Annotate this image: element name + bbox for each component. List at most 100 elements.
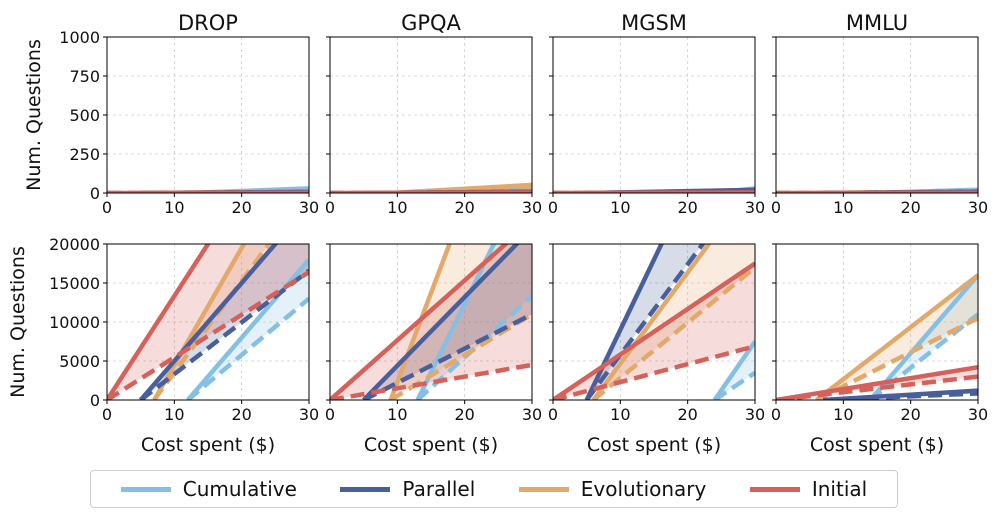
panel-drop: 0 10 20 30 0 250 500 750 1000 DROP: [59, 11, 319, 217]
line-solid-evolutionary: [815, 273, 978, 400]
line-dashed-cumulative: [713, 370, 755, 400]
legend-label-evolutionary: Evolutionary: [580, 477, 707, 501]
y-tick-label: 10000: [49, 313, 100, 332]
x-tick-label: 20: [900, 405, 920, 424]
legend-label-parallel: Parallel: [402, 477, 476, 501]
line-solid-cumulative: [415, 244, 497, 400]
line-solid-evolutionary: [591, 244, 712, 400]
x-tick-label: 20: [231, 405, 251, 424]
line-dashed-parallel: [362, 312, 532, 400]
x-tick-label: 0: [102, 198, 112, 217]
legend-label-cumulative: Cumulative: [182, 477, 297, 501]
line-dashed-cumulative: [186, 296, 309, 400]
line-dashed-parallel: [139, 268, 309, 400]
line-dashed-initial: [107, 270, 309, 400]
plot-area: [553, 186, 755, 193]
x-tick-label: 10: [610, 198, 630, 217]
x-axis-label: Cost spent ($): [141, 434, 275, 456]
line-dashed-parallel: [584, 244, 706, 400]
line-solid-initial: [330, 244, 510, 400]
x-tick-label: 0: [771, 405, 781, 424]
x-tick-label: 0: [771, 198, 781, 217]
y-tick-label: 0: [90, 391, 100, 410]
panel-gpqa: 0 10 20 30 GPQA: [325, 11, 542, 217]
x-tick-label: 30: [968, 198, 988, 217]
x-tick-label: 10: [164, 405, 184, 424]
panel-title: GPQA: [401, 11, 461, 35]
line-dashed-initial: [553, 344, 755, 400]
line-solid-parallel: [138, 244, 279, 400]
x-tick-label: 0: [102, 405, 112, 424]
legend-item-cumulative: Cumulative: [120, 477, 297, 501]
y-tick-label: 500: [69, 106, 100, 125]
line-solid-parallel: [362, 244, 520, 400]
y-tick-label: 750: [69, 67, 100, 86]
x-tick-label: 20: [900, 198, 920, 217]
x-tick-label: 30: [522, 405, 542, 424]
line-dashed-evolutionary: [815, 316, 978, 400]
x-tick-label: 30: [522, 198, 542, 217]
plot-area: [330, 244, 532, 400]
band-evolutionary: [390, 244, 532, 400]
legend-item-parallel: Parallel: [340, 477, 475, 501]
x-tick-label: 20: [454, 405, 474, 424]
line-dashed-initial: [330, 362, 532, 400]
x-tick-label: 20: [231, 198, 251, 217]
line-solid-cumulative: [712, 340, 755, 400]
legend-label-initial: Initial: [811, 477, 868, 501]
line-dashed-initial: [776, 374, 978, 400]
y-axis-label-top: Num. Questions: [23, 39, 45, 191]
line-solid-evolutionary: [388, 244, 452, 400]
line-solid-initial: [553, 261, 755, 400]
y-tick-label: 250: [69, 145, 100, 164]
plot-area: [107, 186, 309, 193]
legend-swatch-evolutionary: [518, 486, 569, 492]
legend-swatch-parallel: [340, 486, 391, 492]
x-tick-label: 0: [548, 405, 558, 424]
panel-row1-col0: 0 10 20 30 0 5000 10000 15000 20000 Cost spent ($…: [49, 235, 319, 456]
x-tick-label: 10: [610, 405, 630, 424]
line-solid-parallel: [584, 244, 664, 400]
legend-item-initial: Initial: [749, 477, 868, 501]
x-tick-label: 10: [387, 405, 407, 424]
x-tick-label: 30: [745, 405, 765, 424]
panel-title: MGSM: [621, 11, 687, 35]
plot-area: [330, 182, 532, 193]
x-tick-label: 20: [677, 198, 697, 217]
x-tick-label: 30: [745, 198, 765, 217]
x-tick-label: 10: [833, 405, 853, 424]
x-tick-label: 0: [548, 198, 558, 217]
x-axis-label: Cost spent ($): [810, 434, 944, 456]
line-dashed-parallel: [823, 391, 978, 400]
legend-swatch-initial: [749, 486, 800, 492]
line-solid-initial: [107, 244, 211, 400]
plot-area: [553, 244, 755, 400]
panel-title: MMLU: [846, 11, 908, 35]
plot-area: [107, 244, 309, 400]
x-tick-label: 10: [387, 198, 407, 217]
x-axis-label: Cost spent ($): [364, 434, 498, 456]
band-evolutionary: [593, 244, 755, 400]
x-tick-label: 0: [325, 405, 335, 424]
y-tick-label: 20000: [49, 235, 100, 254]
x-tick-label: 30: [299, 198, 319, 217]
panel-mmlu: 0 10 20 30 MMLU: [771, 11, 988, 217]
panel-row1-col1: 0 10 20 30 Cost spent ($): [325, 243, 542, 456]
line-dashed-evolutionary: [591, 265, 755, 400]
x-tick-label: 30: [299, 405, 319, 424]
legend-swatch-cumulative: [120, 486, 171, 492]
y-axis-label-bottom: Num. Questions: [7, 246, 29, 398]
x-tick-label: 20: [677, 405, 697, 424]
x-tick-label: 10: [164, 198, 184, 217]
band-cumulative: [417, 244, 532, 400]
line-solid-cumulative: [868, 273, 978, 400]
y-tick-label: 0: [90, 184, 100, 203]
panel-title: DROP: [178, 11, 238, 35]
panel-row1-col3: 0 10 20 30 Cost spent ($): [771, 243, 988, 456]
x-tick-label: 0: [325, 198, 335, 217]
x-axis-label: Cost spent ($): [587, 434, 721, 456]
legend: Cumulative Parallel Evolutionary Initial: [90, 470, 898, 508]
y-tick-label: 5000: [59, 352, 100, 371]
